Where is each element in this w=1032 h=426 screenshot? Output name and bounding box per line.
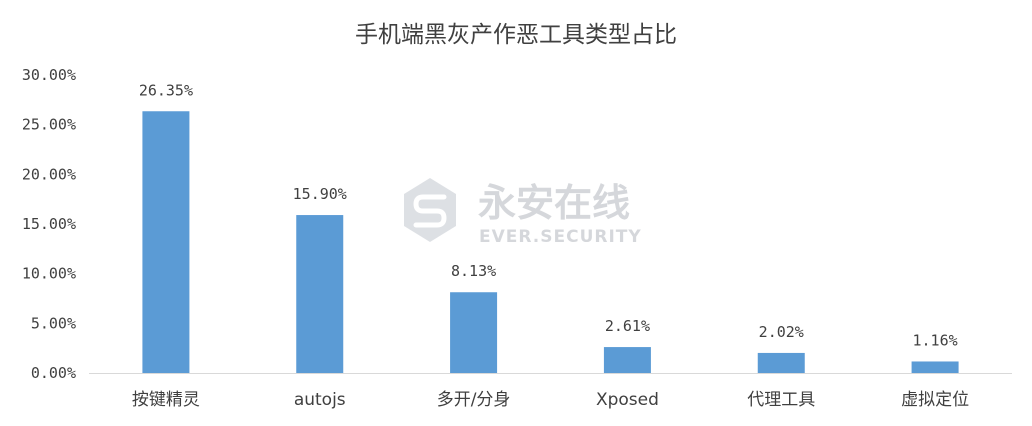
watermark-sub: EVER.SECURITY	[479, 227, 642, 247]
bar	[142, 111, 190, 374]
x-category-label: 代理工具	[747, 390, 815, 410]
y-axis-ticks: 0.00% 5.00% 10.00% 15.00% 20.00% 25.00% 30.00%	[22, 66, 76, 382]
s-shield-logo-icon	[404, 178, 456, 242]
bar	[296, 215, 344, 373]
data-label: 15.90%	[293, 185, 347, 203]
data-label: 8.13%	[451, 262, 496, 280]
x-category-label: autojs	[294, 390, 346, 410]
data-labels: 26.35% 15.90% 8.13% 2.61% 2.02% 1.16%	[139, 81, 958, 349]
y-tick-label: 20.00%	[22, 165, 76, 183]
chart-title: 手机端黑灰产作恶工具类型占比	[355, 22, 677, 48]
bar	[603, 347, 651, 373]
y-tick-label: 10.00%	[22, 265, 76, 283]
x-category-label: 虚拟定位	[901, 390, 969, 410]
bar	[911, 361, 959, 373]
y-tick-label: 15.00%	[22, 215, 76, 233]
y-tick-label: 25.00%	[22, 116, 76, 134]
data-label: 2.02%	[759, 323, 804, 341]
y-tick-label: 0.00%	[31, 364, 76, 382]
bar	[757, 352, 805, 373]
bar-series	[142, 111, 959, 374]
y-tick-label: 30.00%	[22, 66, 76, 84]
data-label: 2.61%	[605, 317, 650, 335]
x-category-label: 多开/分身	[437, 390, 511, 410]
y-tick-label: 5.00%	[31, 314, 76, 332]
x-category-label: 按键精灵	[132, 390, 200, 410]
watermark-name: 永安在线	[478, 181, 630, 225]
data-label: 1.16%	[913, 331, 958, 349]
bar	[450, 292, 498, 373]
x-axis-categories: 按键精灵 autojs 多开/分身 Xposed 代理工具 虚拟定位	[132, 390, 969, 410]
data-label: 26.35%	[139, 81, 193, 99]
watermark: 永安在线 EVER.SECURITY	[404, 178, 642, 247]
x-category-label: Xposed	[596, 390, 659, 410]
